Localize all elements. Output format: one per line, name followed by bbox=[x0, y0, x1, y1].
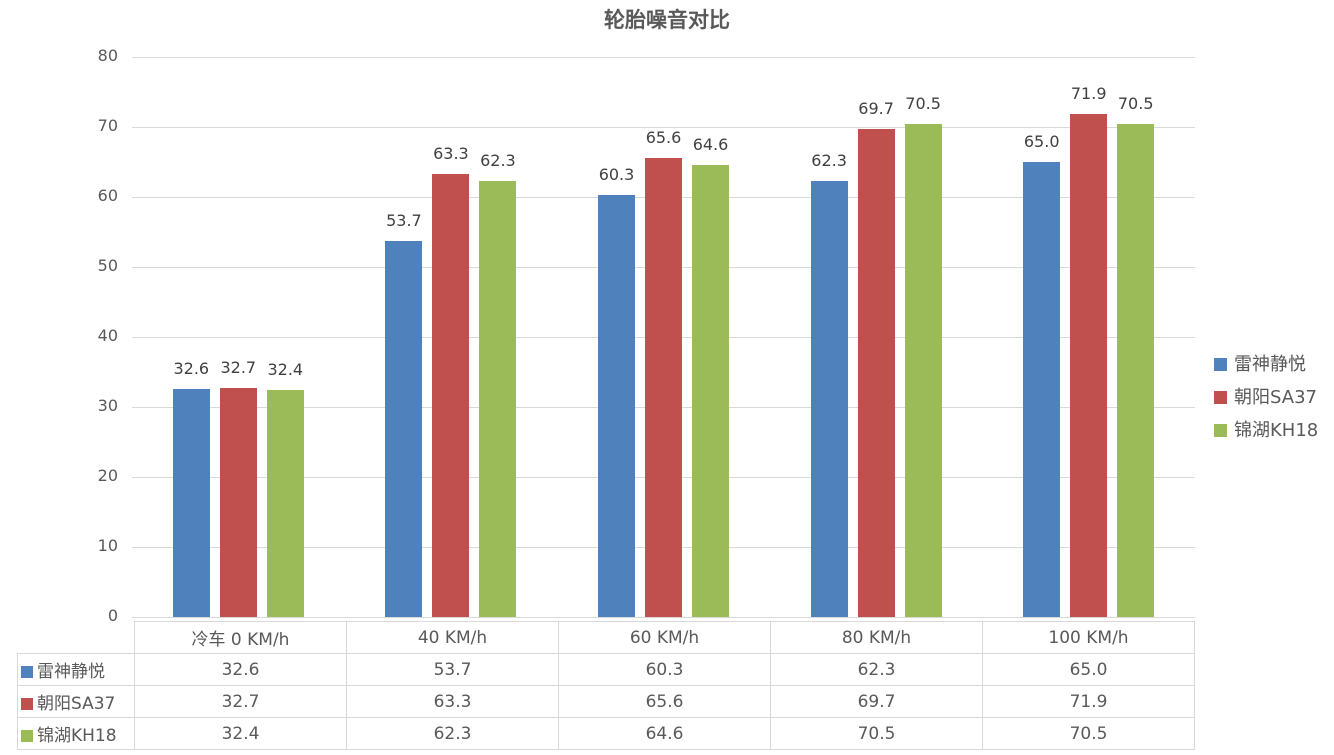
legend-key-icon bbox=[21, 730, 33, 742]
bar bbox=[219, 388, 257, 617]
bar bbox=[1023, 162, 1061, 617]
table-cell: 63.3 bbox=[346, 685, 559, 718]
data-label: 65.6 bbox=[645, 127, 682, 147]
table-cell: 65.0 bbox=[982, 653, 1195, 686]
table-row: 朝阳SA37 32.7 63.3 65.6 69.7 71.9 bbox=[17, 685, 1195, 718]
plot-area: 32.6 32.7 32.4 53.7 63.3 62.3 60.3 65.6 64.6 62.3… bbox=[132, 57, 1195, 618]
gridline bbox=[132, 617, 1195, 618]
table-cell: 62.3 bbox=[346, 717, 559, 750]
table-cell: 71.9 bbox=[982, 685, 1195, 718]
legend-item: 锦湖KH18 bbox=[1214, 418, 1318, 451]
y-tick-label: 20 bbox=[97, 466, 118, 485]
table-cell: 65.6 bbox=[558, 685, 771, 718]
bar bbox=[904, 123, 942, 617]
legend-item: 雷神静悦 bbox=[1214, 352, 1318, 385]
table-corner bbox=[17, 621, 135, 654]
table-row: 雷神静悦 32.6 53.7 60.3 62.3 65.0 bbox=[17, 653, 1195, 686]
table-cell: 69.7 bbox=[770, 685, 983, 718]
legend-item: 朝阳SA37 bbox=[1214, 385, 1318, 418]
table-cell: 32.6 bbox=[134, 653, 347, 686]
table-row: 锦湖KH18 32.4 62.3 64.6 70.5 70.5 bbox=[17, 717, 1195, 750]
legend-label: 朝阳SA37 bbox=[1234, 387, 1317, 408]
bar bbox=[692, 164, 729, 617]
data-label: 60.3 bbox=[598, 164, 635, 184]
table-series-label: 朝阳SA37 bbox=[17, 685, 135, 718]
bar bbox=[857, 129, 895, 617]
bar bbox=[1070, 113, 1108, 617]
data-label: 32.4 bbox=[267, 360, 304, 380]
table-cell: 53.7 bbox=[346, 653, 559, 686]
bar bbox=[172, 388, 210, 617]
legend-label: 雷神静悦 bbox=[1234, 354, 1306, 375]
data-label: 62.3 bbox=[811, 150, 847, 170]
table-cell: 32.4 bbox=[134, 717, 347, 750]
legend: 雷神静悦朝阳SA37 锦湖KH18 bbox=[1214, 352, 1318, 451]
bar bbox=[645, 157, 682, 617]
legend-key-icon bbox=[21, 666, 33, 678]
table-category-header: 冷车 0 KM/h bbox=[134, 621, 347, 654]
bar bbox=[432, 173, 470, 617]
data-label: 70.5 bbox=[1117, 93, 1154, 113]
legend-swatch-icon bbox=[1214, 424, 1227, 437]
data-label: 64.6 bbox=[692, 134, 729, 154]
bar bbox=[810, 180, 848, 617]
legend-swatch-icon bbox=[1214, 391, 1227, 404]
table-cell: 32.7 bbox=[134, 685, 347, 718]
table-series-label: 雷神静悦 bbox=[17, 653, 135, 686]
chart-title: 轮胎噪音对比 bbox=[604, 7, 730, 32]
y-tick-label: 30 bbox=[97, 396, 118, 415]
table-cell: 62.3 bbox=[770, 653, 983, 686]
bar bbox=[598, 194, 635, 617]
legend-swatch-icon bbox=[1214, 358, 1227, 371]
data-label: 71.9 bbox=[1070, 83, 1107, 103]
legend-key-icon bbox=[21, 698, 33, 710]
y-tick-label: 0 bbox=[107, 606, 118, 625]
gridline bbox=[132, 127, 1195, 128]
table-cell: 70.5 bbox=[770, 717, 983, 750]
bar bbox=[479, 180, 517, 617]
bar bbox=[1117, 123, 1155, 617]
table-category-header: 60 KM/h bbox=[558, 621, 771, 654]
legend-label: 锦湖KH18 bbox=[1234, 420, 1319, 441]
data-label: 69.7 bbox=[858, 99, 894, 119]
table-cell: 70.5 bbox=[982, 717, 1195, 750]
y-tick-label: 10 bbox=[97, 536, 118, 555]
data-label: 32.7 bbox=[220, 358, 257, 378]
table-category-header: 40 KM/h bbox=[346, 621, 559, 654]
data-table: 冷车 0 KM/h 40 KM/h 60 KM/h 80 KM/h 100 KM/h 雷神… bbox=[17, 621, 1195, 750]
data-label: 63.3 bbox=[433, 143, 469, 163]
data-label: 53.7 bbox=[386, 211, 422, 231]
table-category-header: 80 KM/h bbox=[770, 621, 983, 654]
table-series-label: 锦湖KH18 bbox=[17, 717, 135, 750]
y-tick-label: 50 bbox=[97, 256, 118, 275]
data-label: 65.0 bbox=[1023, 132, 1060, 151]
gridline bbox=[132, 57, 1195, 58]
y-tick-label: 60 bbox=[97, 186, 118, 205]
y-tick-label: 40 bbox=[97, 326, 118, 345]
bar bbox=[385, 241, 423, 617]
y-tick-label: 80 bbox=[97, 46, 118, 65]
y-tick-label: 70 bbox=[97, 116, 118, 135]
data-label: 32.6 bbox=[173, 358, 210, 378]
data-label: 62.3 bbox=[480, 150, 516, 170]
table-cell: 60.3 bbox=[558, 653, 771, 686]
bar bbox=[266, 390, 304, 617]
table-cell: 64.6 bbox=[558, 717, 771, 750]
table-category-header: 100 KM/h bbox=[982, 621, 1195, 654]
data-label: 70.5 bbox=[905, 93, 941, 113]
